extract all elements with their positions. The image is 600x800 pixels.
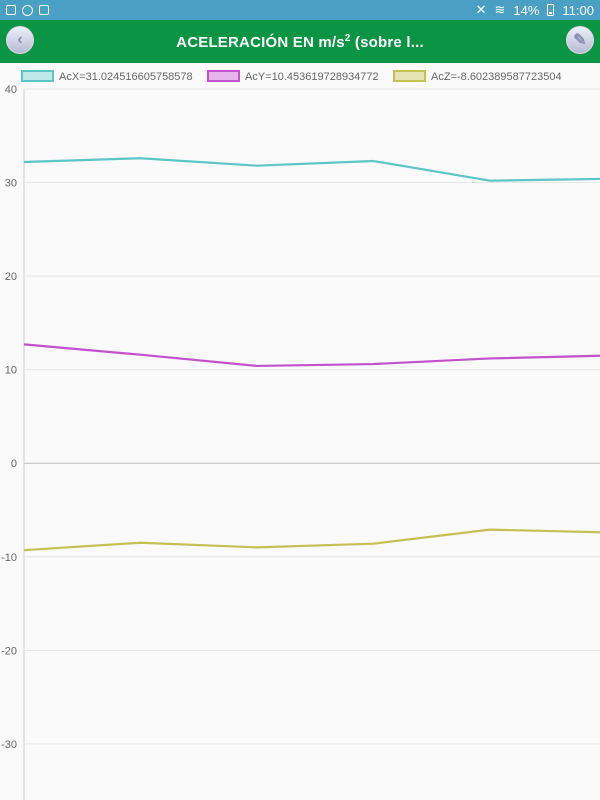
- y-tick-label: 20: [5, 271, 17, 283]
- series-line: [23, 528, 600, 552]
- status-right-icons: ✕ ≋ 14% 11:00: [476, 2, 594, 18]
- legend-swatch: [21, 70, 54, 82]
- pencil-icon: ✎: [573, 32, 587, 49]
- legend-swatch: [393, 70, 426, 82]
- chart-series: [23, 157, 600, 552]
- mute-icon: ✕: [475, 2, 487, 17]
- clock: 11:00: [562, 2, 594, 18]
- page-title: ACELERACIÓN EN m/s2 (sobre l...: [176, 33, 424, 51]
- edit-button[interactable]: ✎: [566, 26, 594, 54]
- title-suffix: (sobre l...: [350, 33, 424, 51]
- y-axis: 40 30 20 10 0 -10 -20 -30: [1, 84, 17, 751]
- wifi-icon: ≋: [494, 2, 506, 17]
- app-bar: ‹ ACELERACIÓN EN m/s2 (sobre l... ✎: [0, 20, 600, 63]
- file-icon: [39, 5, 49, 15]
- battery-percent: 14%: [513, 2, 540, 18]
- back-button[interactable]: ‹: [6, 26, 34, 54]
- battery-icon: [547, 4, 555, 16]
- y-tick-label: 0: [11, 458, 17, 470]
- status-left-icons: [6, 4, 49, 16]
- legend-swatch: [207, 70, 240, 82]
- y-tick-label: -30: [1, 739, 17, 751]
- legend-label: AcX=31.024516605758578: [59, 71, 193, 83]
- series-line: [23, 343, 600, 368]
- status-bar: ✕ ≋ 14% 11:00: [0, 0, 600, 20]
- chart-grid: [23, 88, 600, 800]
- title-main: ACELERACIÓN EN m/s: [176, 33, 345, 51]
- chevron-left-icon: ‹: [17, 31, 23, 48]
- y-tick-label: 10: [5, 365, 17, 377]
- acceleration-chart: AcX=31.024516605758578 AcY=10.45361972893…: [1, 70, 600, 800]
- y-tick-label: -20: [1, 645, 17, 657]
- image-icon: [6, 5, 16, 15]
- series-line: [23, 157, 600, 182]
- chart-legend: AcX=31.024516605758578 AcY=10.45361972893…: [21, 70, 562, 83]
- y-tick-label: -10: [1, 552, 17, 564]
- y-tick-label: 40: [5, 84, 17, 96]
- title-superscript: 2: [344, 32, 351, 44]
- legend-label: AcY=10.453619728934772: [245, 71, 379, 83]
- legend-label: AcZ=-8.602389587723504: [431, 71, 562, 83]
- notification-icon: [22, 4, 33, 16]
- y-tick-label: 30: [5, 178, 17, 190]
